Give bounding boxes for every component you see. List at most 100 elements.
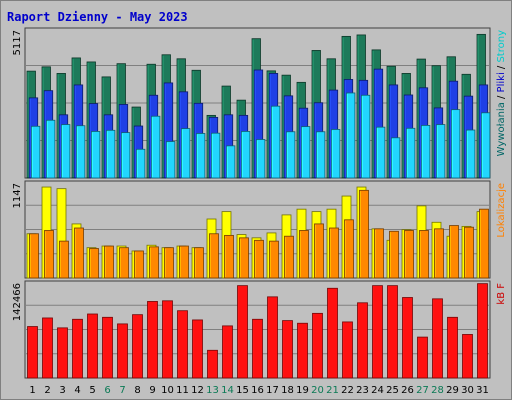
bar-kbf-day-10 [162, 300, 173, 379]
legend-entry: kB F [496, 283, 507, 305]
x-tick-label: 23 [356, 385, 369, 396]
x-tick-label: 6 [104, 385, 110, 396]
x-tick-label: 20 [311, 385, 324, 396]
bar-lokalizacje-b-day-31 [479, 208, 489, 279]
panel-bot-bars [27, 283, 488, 379]
x-tick-label: 25 [386, 385, 399, 396]
bar-lokalizacje-b-day-9 [149, 246, 159, 279]
bar-kbf-day-14 [222, 325, 233, 379]
bar-kbf-day-17 [267, 296, 278, 379]
bar-strony-day-30 [465, 129, 476, 179]
bar-lokalizacje-b-day-26 [404, 230, 414, 279]
x-tick-label: 18 [281, 385, 294, 396]
panel-bot-legend: kB F [496, 283, 507, 305]
bar-strony-day-9 [150, 115, 161, 179]
bar-kbf-day-2 [42, 317, 53, 379]
bar-strony-day-2 [46, 119, 56, 179]
bar-lokalizacje-b-day-23 [359, 189, 369, 279]
bar-lokalizacje-b-day-14 [224, 234, 234, 279]
x-tick-label: 7 [119, 385, 125, 396]
bar-lokalizacje-b-day-12 [194, 247, 204, 279]
bar-lokalizacje-b-day-22 [344, 219, 354, 279]
bar-lokalizacje-b-day-28 [434, 228, 444, 279]
bar-lokalizacje-b-day-8 [134, 250, 144, 279]
bar-strony-day-21 [330, 129, 341, 179]
legend-entry: Wywołania [496, 102, 507, 156]
bar-lokalizacje-b-day-5 [89, 248, 99, 279]
bar-lokalizacje-b-day-16 [254, 239, 264, 279]
bar-lokalizacje-b-day-4 [74, 227, 84, 279]
bar-strony-day-6 [106, 129, 116, 179]
x-tick-label: 17 [266, 385, 279, 396]
bar-strony-day-10 [165, 141, 176, 179]
bar-lokalizacje-b-day-18 [284, 235, 294, 279]
bar-kbf-day-1 [27, 326, 38, 379]
bar-kbf-day-4 [72, 318, 83, 379]
x-tick-label: 19 [296, 385, 309, 396]
bar-kbf-day-16 [252, 318, 263, 379]
bar-strony-day-19 [300, 126, 311, 179]
bar-strony-day-29 [450, 109, 461, 179]
bar-kbf-day-27 [417, 336, 428, 379]
bar-strony-day-1 [30, 125, 41, 179]
bar-lokalizacje-b-day-29 [449, 225, 459, 279]
x-tick-label: 14 [221, 385, 234, 396]
bar-strony-day-22 [345, 92, 356, 179]
bar-strony-day-25 [390, 137, 401, 179]
bar-strony-day-3 [61, 124, 71, 179]
bar-kbf-day-5 [87, 313, 98, 379]
bar-lokalizacje-b-day-25 [389, 230, 399, 279]
x-tick-label: 24 [371, 385, 384, 396]
bar-lokalizacje-b-day-27 [419, 230, 429, 279]
x-tick-label: 12 [191, 385, 204, 396]
x-tick-label: 22 [341, 385, 354, 396]
x-tick-label: 5 [89, 385, 95, 396]
legend-entry: Lokalizacje [496, 183, 507, 238]
x-tick-label: 16 [251, 385, 264, 396]
bar-strony-day-13 [210, 132, 221, 179]
chart-title: Raport Dzienny - May 2023 [7, 10, 188, 24]
bar-kbf-day-20 [312, 312, 323, 379]
bar-kbf-day-21 [327, 287, 338, 379]
bar-strony-day-27 [420, 125, 431, 179]
bar-strony-day-28 [435, 124, 446, 179]
panel-mid: 1147 Lokalizacje [12, 180, 507, 279]
bar-kbf-day-25 [387, 285, 398, 379]
bar-kbf-day-13 [207, 349, 218, 379]
panel-top-scale-label: 5117 [12, 30, 23, 55]
x-tick-label: 31 [476, 385, 489, 396]
bar-strony-day-31 [480, 112, 491, 179]
bar-strony-day-26 [405, 127, 416, 179]
bar-strony-day-4 [76, 125, 86, 179]
bar-strony-day-5 [91, 131, 101, 179]
legend-entry: Pliki [496, 72, 507, 92]
x-tick-label: 27 [416, 385, 429, 396]
bar-strony-day-23 [360, 94, 371, 179]
bar-strony-day-20 [315, 131, 326, 179]
bar-strony-day-7 [121, 132, 131, 179]
x-tick-label: 11 [176, 385, 189, 396]
bar-kbf-day-24 [372, 285, 383, 379]
bar-lokalizacje-b-day-19 [299, 230, 309, 279]
x-tick-label: 30 [461, 385, 474, 396]
bar-strony-day-8 [135, 148, 146, 179]
bar-kbf-day-8 [132, 314, 143, 379]
panel-bot: 142466 kB F [12, 280, 507, 379]
x-axis-labels: 1 2 3 4 5 6 7 8 9 10 11 12 13 14 15 16 17 18 19 20 21 22 23 24 2… [29, 385, 489, 396]
bar-kbf-day-18 [282, 320, 293, 379]
bar-kbf-day-19 [297, 322, 308, 379]
bar-kbf-day-6 [102, 316, 113, 379]
bar-strony-day-17 [270, 105, 281, 179]
bar-strony-day-14 [225, 145, 236, 179]
x-tick-label: 28 [431, 385, 444, 396]
bar-lokalizacje-b-day-7 [119, 247, 129, 279]
bar-lokalizacje-b-day-11 [179, 245, 189, 279]
x-tick-label: 13 [206, 385, 219, 396]
panel-top-bars [26, 33, 491, 179]
bar-strony-day-11 [180, 128, 191, 179]
bar-strony-day-24 [375, 126, 386, 179]
bar-lokalizacje-b-day-10 [164, 247, 174, 279]
bar-kbf-day-31 [477, 283, 488, 379]
